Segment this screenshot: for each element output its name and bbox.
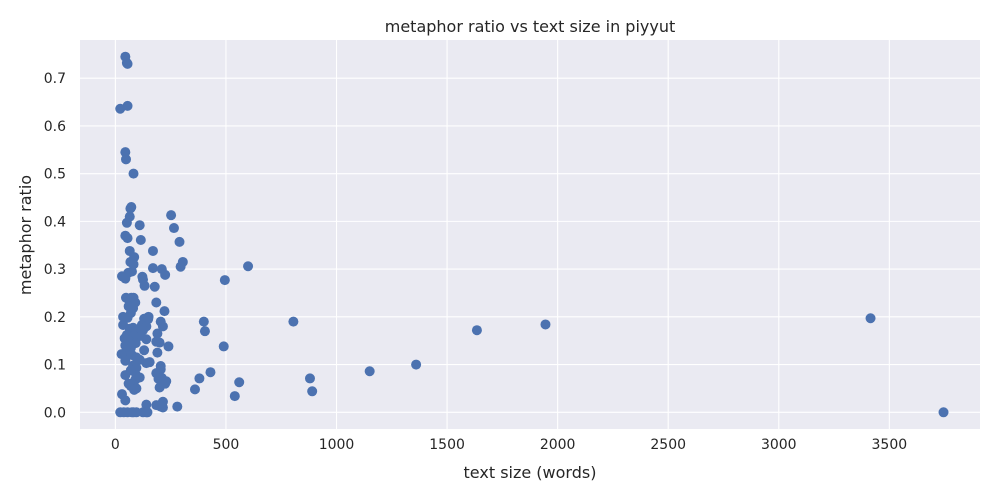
- x-tick-label: 1000: [319, 437, 355, 453]
- scatter-point: [120, 154, 131, 165]
- scatter-point: [168, 223, 179, 234]
- scatter-point: [163, 341, 174, 352]
- scatter-point: [122, 312, 133, 323]
- scatter-point: [122, 100, 133, 111]
- scatter-point: [205, 367, 216, 378]
- scatter-point: [151, 297, 162, 308]
- y-tick-label: 0.0: [44, 405, 66, 421]
- scatter-point: [307, 386, 318, 397]
- scatter-point: [157, 321, 168, 332]
- scatter-point: [120, 370, 131, 381]
- x-tick-label: 1500: [429, 437, 465, 453]
- scatter-point: [135, 234, 146, 245]
- scatter-point: [471, 325, 482, 336]
- y-tick-label: 0.5: [44, 167, 66, 183]
- scatter-point: [122, 233, 133, 244]
- y-tick-label: 0.4: [44, 214, 66, 230]
- y-tick-label: 0.6: [44, 119, 66, 135]
- scatter-point: [147, 245, 158, 256]
- scatter-point: [160, 269, 171, 280]
- scatter-point: [304, 373, 315, 384]
- scatter-point: [175, 261, 186, 272]
- scatter-point: [141, 334, 152, 345]
- scatter-point: [189, 384, 200, 395]
- y-tick-labels: 0.0 0.1 0.2 0.3 0.4 0.5 0.6 0.7: [44, 71, 66, 421]
- scatter-point: [152, 328, 163, 339]
- scatter-point: [157, 402, 168, 413]
- scatter-point: [134, 220, 145, 231]
- scatter-point: [154, 337, 165, 348]
- scatter-point: [142, 407, 153, 418]
- data-points: [115, 51, 949, 418]
- scatter-point: [219, 275, 230, 286]
- scatter-point: [152, 347, 163, 358]
- scatter-point: [129, 384, 140, 395]
- scatter-point: [122, 58, 133, 69]
- scatter-point: [147, 263, 158, 274]
- scatter-point: [120, 355, 131, 366]
- x-tick-label: 3000: [761, 437, 797, 453]
- grid-lines: [80, 40, 980, 429]
- x-tick-label: 500: [213, 437, 240, 453]
- scatter-point: [139, 280, 150, 291]
- scatter-point: [128, 168, 139, 179]
- scatter-point: [540, 319, 551, 330]
- scatter-point: [154, 382, 165, 393]
- scatter-point: [218, 341, 229, 352]
- scatter-point: [149, 281, 160, 292]
- scatter-point: [174, 236, 185, 247]
- scatter-point: [166, 210, 177, 221]
- scatter-point: [234, 377, 245, 388]
- scatter-point: [120, 147, 131, 158]
- chart-title: metaphor ratio vs text size in piyyut: [385, 17, 676, 36]
- scatter-point: [288, 316, 299, 327]
- x-axis-label: text size (words): [464, 463, 597, 482]
- scatter-point: [139, 345, 150, 356]
- scatter-point: [121, 217, 132, 228]
- scatter-point: [198, 316, 209, 327]
- x-tick-label: 2500: [650, 437, 686, 453]
- scatter-point: [159, 306, 170, 317]
- scatter-point: [938, 407, 949, 418]
- scatter-point: [141, 399, 152, 410]
- scatter-point: [125, 203, 136, 214]
- scatter-point: [865, 313, 876, 324]
- scatter-point: [194, 373, 205, 384]
- scatter-point: [120, 273, 131, 284]
- scatter-point: [243, 261, 254, 272]
- x-tick-labels: 0 500 1000 1500 2000 2500 3000 3500: [111, 437, 907, 453]
- scatter-point: [120, 395, 131, 406]
- scatter-point: [141, 358, 152, 369]
- y-tick-label: 0.2: [44, 310, 66, 326]
- x-tick-label: 3500: [872, 437, 908, 453]
- x-tick-label: 2000: [540, 437, 576, 453]
- x-tick-label: 0: [111, 437, 120, 453]
- y-axis-label: metaphor ratio: [16, 175, 35, 295]
- scatter-point: [229, 391, 240, 402]
- scatter-point: [411, 359, 422, 370]
- y-tick-label: 0.3: [44, 262, 66, 278]
- y-tick-label: 0.7: [44, 71, 66, 87]
- y-tick-label: 0.1: [44, 358, 66, 374]
- scatter-point: [364, 366, 375, 377]
- scatter-point: [199, 326, 210, 337]
- scatter-point: [172, 401, 183, 412]
